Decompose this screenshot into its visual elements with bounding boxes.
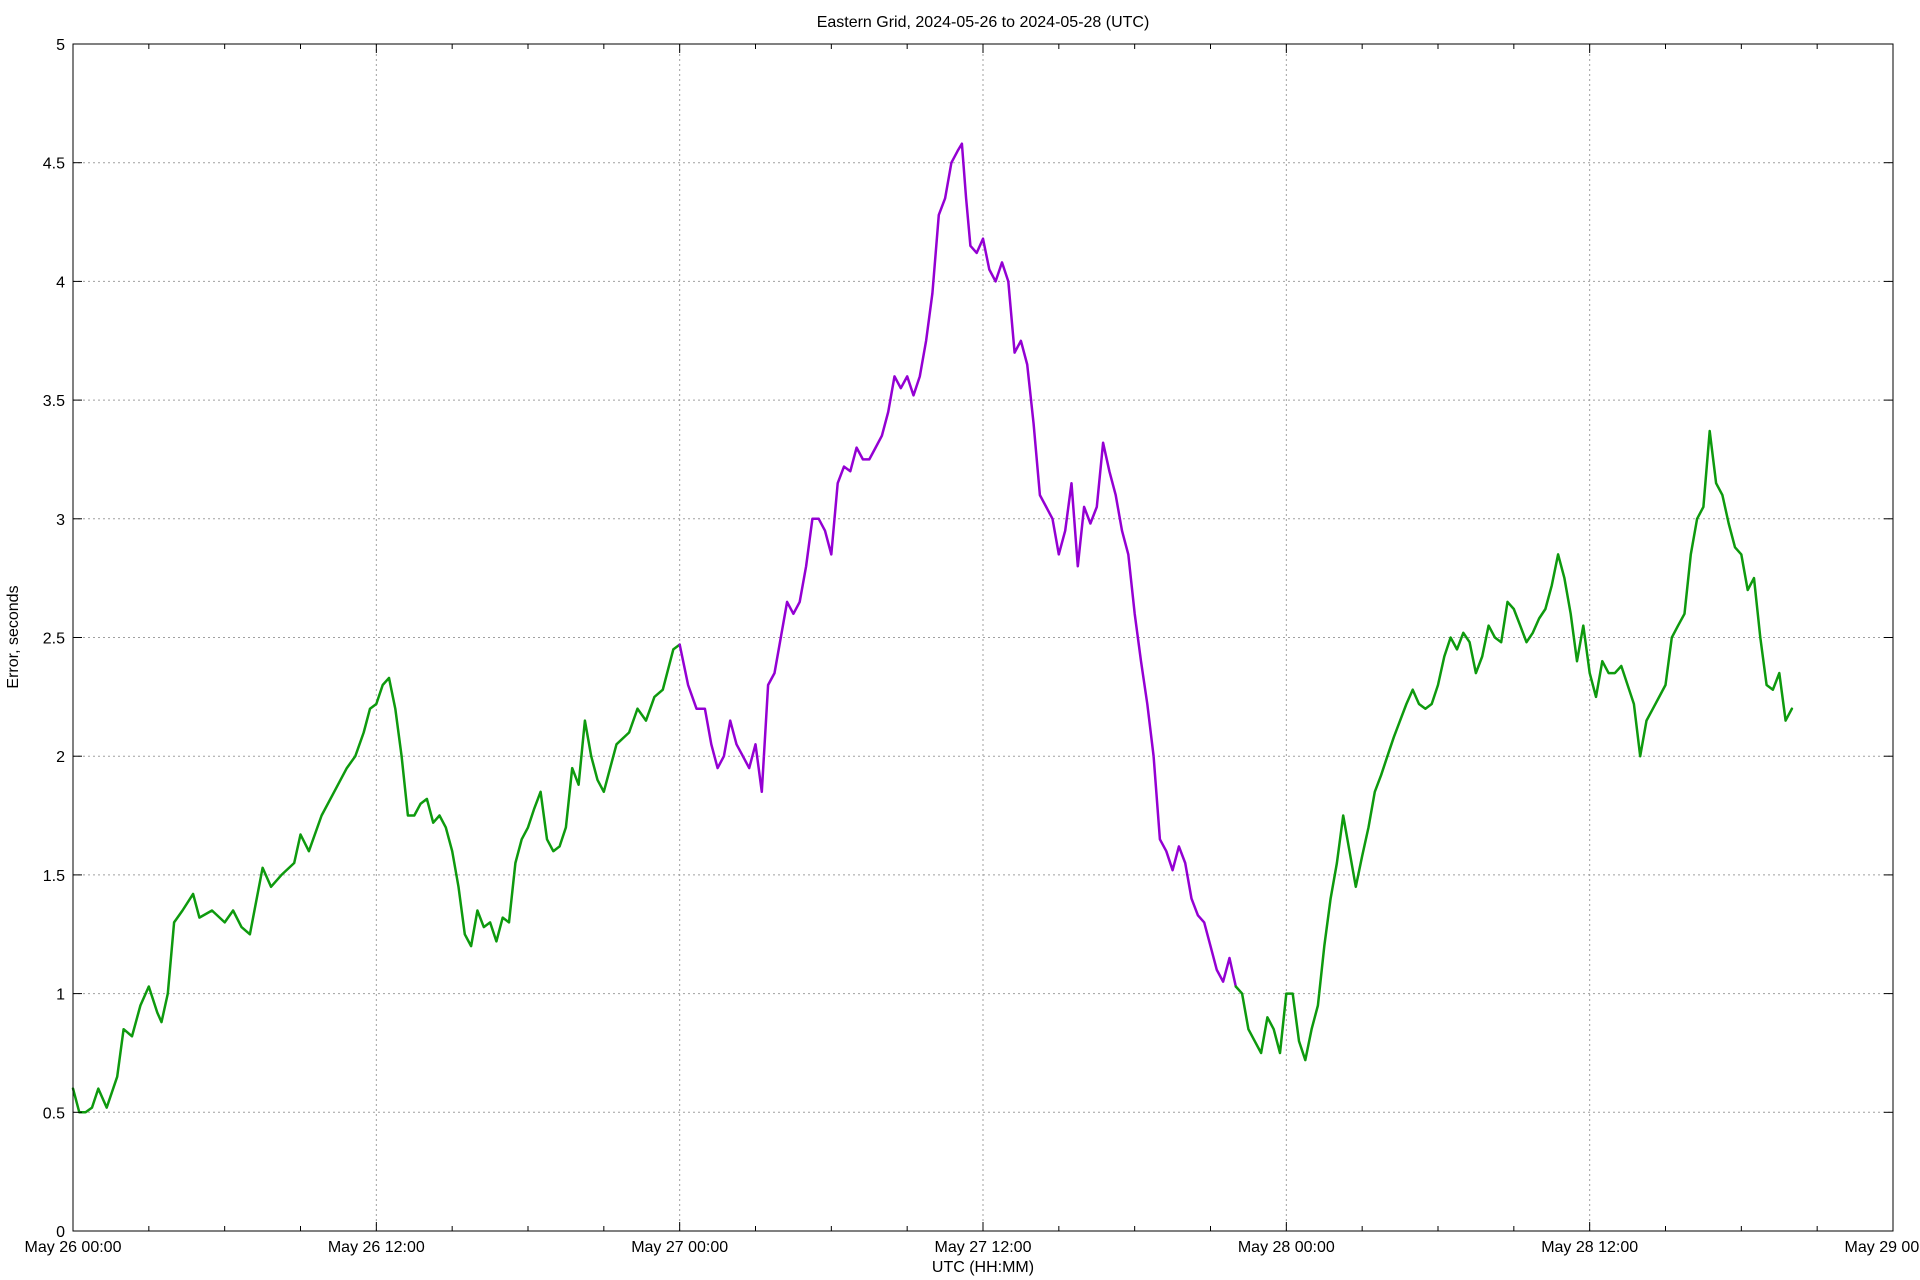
x-tick-label: May 26 00:00 bbox=[25, 1239, 122, 1256]
y-tick-label: 4 bbox=[56, 274, 65, 291]
y-tick-label: 3.5 bbox=[43, 393, 65, 410]
series-lines bbox=[71, 142, 1794, 1114]
x-tick-label: May 27 00:00 bbox=[631, 1239, 728, 1256]
y-tick-label: 0.5 bbox=[43, 1105, 65, 1122]
grid-lines bbox=[73, 44, 1893, 1231]
x-tick-label: May 28 12:00 bbox=[1541, 1239, 1638, 1256]
y-tick-label: 3 bbox=[56, 512, 65, 529]
series-line-2 bbox=[678, 142, 1238, 988]
y-tick-label: 1 bbox=[56, 987, 65, 1004]
y-axis-label: Error, seconds bbox=[5, 585, 22, 688]
series-line-1 bbox=[71, 643, 681, 1114]
chart-title: Eastern Grid, 2024-05-26 to 2024-05-28 (… bbox=[817, 14, 1150, 31]
y-tick-label: 2.5 bbox=[43, 631, 65, 648]
axis-ticks: 0 0.5 1 1.5 2 2.5 3 3.5 4 4.5 5 May 26 00:00 May 26 … bbox=[25, 37, 1920, 1256]
x-tick-label: May 28 00:00 bbox=[1238, 1239, 1335, 1256]
x-tick-label: May 26 12:00 bbox=[328, 1239, 425, 1256]
y-tick-label: 0 bbox=[56, 1224, 65, 1241]
x-tick-label: May 27 12:00 bbox=[935, 1239, 1032, 1256]
y-tick-label: 1.5 bbox=[43, 868, 65, 885]
y-tick-label: 5 bbox=[56, 37, 65, 54]
x-tick-label: May 29 00:00 bbox=[1845, 1239, 1920, 1256]
x-axis-label: UTC (HH:MM) bbox=[932, 1259, 1034, 1276]
y-tick-label: 2 bbox=[56, 749, 65, 766]
y-tick-label: 4.5 bbox=[43, 156, 65, 173]
series-line-3 bbox=[1234, 429, 1794, 1062]
